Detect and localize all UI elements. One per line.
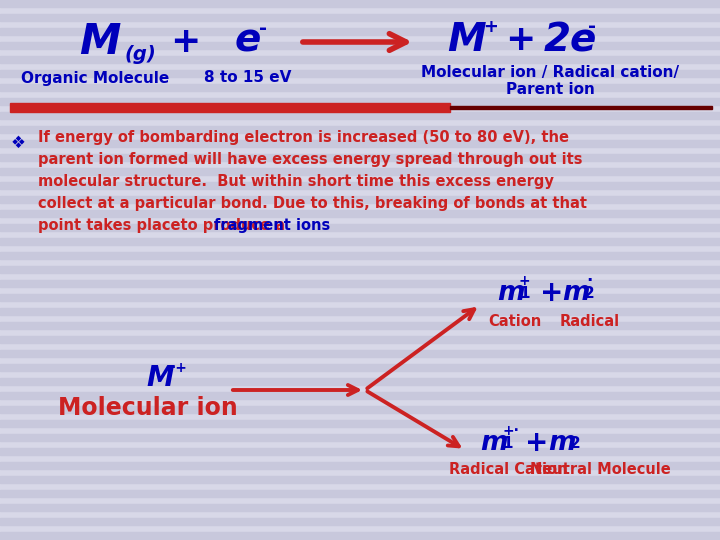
Text: 2e: 2e bbox=[544, 21, 597, 59]
Bar bbox=[0, 266, 720, 273]
Bar bbox=[0, 0, 720, 7]
Text: Molecular ion: Molecular ion bbox=[58, 396, 238, 420]
Text: m: m bbox=[497, 280, 524, 306]
Text: Cation: Cation bbox=[488, 314, 541, 329]
Bar bbox=[0, 56, 720, 63]
Bar bbox=[0, 84, 720, 91]
Text: +: + bbox=[170, 25, 200, 59]
Bar bbox=[0, 196, 720, 203]
Text: fragment ions: fragment ions bbox=[214, 218, 330, 233]
Text: M: M bbox=[146, 364, 174, 392]
Bar bbox=[450, 106, 712, 109]
Text: Parent ion: Parent ion bbox=[505, 83, 595, 98]
Text: point takes placeto produce a: point takes placeto produce a bbox=[38, 218, 290, 233]
Text: m: m bbox=[480, 430, 508, 456]
Bar bbox=[0, 112, 720, 119]
Text: +·: +· bbox=[502, 424, 519, 438]
Text: M: M bbox=[79, 21, 121, 63]
Text: m: m bbox=[562, 280, 590, 306]
Bar bbox=[0, 532, 720, 539]
Bar bbox=[0, 14, 720, 21]
Text: (g): (g) bbox=[124, 44, 156, 64]
Text: Molecular ion / Radical cation/: Molecular ion / Radical cation/ bbox=[421, 65, 679, 80]
Bar bbox=[0, 490, 720, 497]
Bar bbox=[0, 420, 720, 427]
Text: M: M bbox=[448, 21, 486, 59]
Text: ❖: ❖ bbox=[11, 134, 25, 152]
Bar bbox=[0, 322, 720, 329]
Text: 2: 2 bbox=[570, 435, 581, 450]
Text: +: + bbox=[519, 274, 531, 288]
Bar bbox=[0, 252, 720, 259]
Text: parent ion formed will have excess energy spread through out its: parent ion formed will have excess energ… bbox=[38, 152, 582, 167]
Bar bbox=[0, 392, 720, 399]
Text: Radical Cation: Radical Cation bbox=[449, 462, 567, 477]
Bar bbox=[0, 280, 720, 287]
Bar bbox=[0, 336, 720, 343]
Bar bbox=[0, 378, 720, 385]
Bar bbox=[0, 168, 720, 175]
Text: collect at a particular bond. Due to this, breaking of bonds at that: collect at a particular bond. Due to thi… bbox=[38, 196, 587, 211]
Text: +: + bbox=[505, 23, 535, 57]
Bar bbox=[0, 210, 720, 217]
Text: -: - bbox=[588, 17, 596, 37]
Text: -: - bbox=[259, 18, 267, 37]
Text: 1: 1 bbox=[519, 286, 529, 300]
Text: 2: 2 bbox=[584, 286, 595, 300]
Text: e: e bbox=[235, 21, 261, 59]
Bar bbox=[0, 448, 720, 455]
Bar bbox=[0, 504, 720, 511]
Bar bbox=[0, 364, 720, 371]
Bar bbox=[0, 28, 720, 35]
Bar bbox=[0, 350, 720, 357]
Bar bbox=[0, 42, 720, 49]
Text: Neutral Molecule: Neutral Molecule bbox=[530, 462, 670, 477]
Bar bbox=[0, 518, 720, 525]
Text: Radical: Radical bbox=[560, 314, 620, 329]
Bar bbox=[10, 103, 450, 112]
Bar bbox=[0, 140, 720, 147]
Text: m: m bbox=[548, 430, 575, 456]
Bar bbox=[0, 238, 720, 245]
Text: 8 to 15 eV: 8 to 15 eV bbox=[204, 71, 292, 85]
Text: +: + bbox=[540, 279, 563, 307]
Text: ·: · bbox=[586, 272, 593, 290]
Bar bbox=[0, 182, 720, 189]
Bar bbox=[0, 126, 720, 133]
Bar bbox=[0, 406, 720, 413]
Bar bbox=[0, 308, 720, 315]
Bar bbox=[0, 224, 720, 231]
Text: 1: 1 bbox=[502, 435, 513, 450]
Bar bbox=[0, 98, 720, 105]
Text: Organic Molecule: Organic Molecule bbox=[21, 71, 169, 85]
Bar bbox=[0, 154, 720, 161]
Text: molecular structure.  But within short time this excess energy: molecular structure. But within short ti… bbox=[38, 174, 554, 189]
Bar bbox=[0, 294, 720, 301]
Text: ·+: ·+ bbox=[171, 361, 187, 375]
Bar bbox=[0, 462, 720, 469]
Text: ·+: ·+ bbox=[477, 18, 499, 36]
Bar bbox=[0, 434, 720, 441]
Text: +: + bbox=[525, 429, 549, 457]
Text: If energy of bombarding electron is increased (50 to 80 eV), the: If energy of bombarding electron is incr… bbox=[38, 130, 569, 145]
Bar bbox=[0, 70, 720, 77]
Bar bbox=[0, 476, 720, 483]
